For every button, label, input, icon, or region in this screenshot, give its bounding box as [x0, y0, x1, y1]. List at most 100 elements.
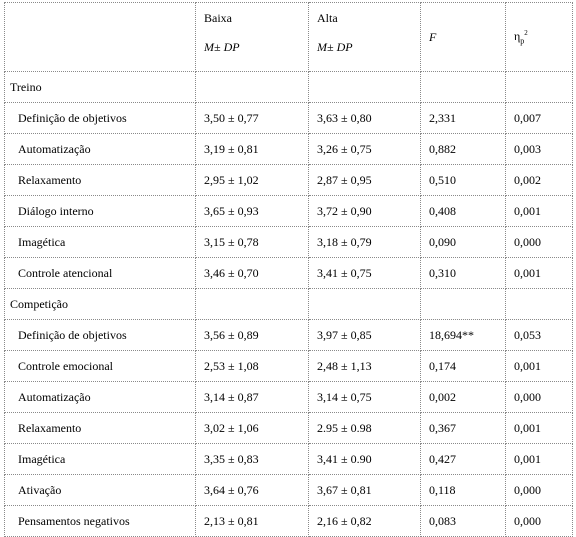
cell: 2.95 ± 0.98	[308, 412, 421, 444]
cell: 0,001	[505, 412, 573, 444]
cell: 0,001	[505, 195, 573, 227]
row-label: Definição de objetivos	[4, 102, 196, 134]
cell: 0,002	[505, 164, 573, 196]
data-row: Relaxamento 2,95 ± 1,02 2,87 ± 0,95 0,510 0,…	[4, 164, 573, 196]
header-sublabel: M± DP	[317, 40, 353, 54]
header-sublabel: M± DP	[204, 40, 240, 54]
cell: 3,18 ± 0,79	[308, 226, 421, 258]
cell: 0,001	[505, 350, 573, 382]
header-cell: Alta M± DP	[308, 2, 421, 72]
row-label: Relaxamento	[4, 164, 196, 196]
cell: 3,35 ± 0,83	[195, 443, 309, 475]
row-label: Imagética	[4, 226, 196, 258]
header-cell: ηp2	[505, 2, 573, 72]
row-label: Automatização	[4, 381, 196, 413]
row-label: Imagética	[4, 443, 196, 475]
cell: 3,46 ± 0,70	[195, 257, 309, 289]
cell: 0,053	[505, 319, 573, 351]
data-row: Diálogo interno 3,65 ± 0,93 3,72 ± 0,90 0,4…	[4, 195, 573, 227]
cell: 3,72 ± 0,90	[308, 195, 421, 227]
header-label: η	[514, 28, 521, 43]
header-cell: Baixa M± DP	[195, 2, 309, 72]
empty-cell	[505, 288, 573, 320]
header-cell: F	[420, 2, 506, 72]
cell: 2,95 ± 1,02	[195, 164, 309, 196]
cell: 0,007	[505, 102, 573, 134]
cell: 2,87 ± 0,95	[308, 164, 421, 196]
cell: 2,331	[420, 102, 506, 134]
cell: 3,14 ± 0,75	[308, 381, 421, 413]
empty-cell	[308, 71, 421, 103]
cell: 3,50 ± 0,77	[195, 102, 309, 134]
cell: 0,083	[420, 505, 506, 537]
section-title: Competição	[4, 288, 196, 320]
data-row: Pensamentos negativos 2,13 ± 0,81 2,16 ± 0…	[4, 505, 573, 537]
cell: 3,14 ± 0,87	[195, 381, 309, 413]
data-row: Relaxamento 3,02 ± 1,06 2.95 ± 0.98 0,367 0,…	[4, 412, 573, 444]
cell: 3,02 ± 1,06	[195, 412, 309, 444]
section-row: Treino	[4, 71, 573, 103]
empty-cell	[505, 71, 573, 103]
cell: 3,97 ± 0,85	[308, 319, 421, 351]
cell: 3,67 ± 0,81	[308, 474, 421, 506]
cell: 0,118	[420, 474, 506, 506]
cell: 0,000	[505, 505, 573, 537]
cell: 0,001	[505, 443, 573, 475]
header-sub: p	[520, 36, 525, 46]
cell: 2,53 ± 1,08	[195, 350, 309, 382]
row-label: Controle atencional	[4, 257, 196, 289]
row-label: Controle emocional	[4, 350, 196, 382]
data-row: Definição de objetivos 3,50 ± 0,77 3,63 ± …	[4, 102, 573, 134]
data-row: Imagética 3,15 ± 0,78 3,18 ± 0,79 0,090 0,00…	[4, 226, 573, 258]
header-label: F	[429, 29, 437, 44]
empty-cell	[308, 288, 421, 320]
cell: 2,13 ± 0,81	[195, 505, 309, 537]
cell: 18,694**	[420, 319, 506, 351]
row-label: Definição de objetivos	[4, 319, 196, 351]
cell: 0,002	[420, 381, 506, 413]
cell: 0,367	[420, 412, 506, 444]
cell: 0,510	[420, 164, 506, 196]
cell: 2,16 ± 0,82	[308, 505, 421, 537]
cell: 0,174	[420, 350, 506, 382]
cell: 3,64 ± 0,76	[195, 474, 309, 506]
data-row: Ativação 3,64 ± 0,76 3,67 ± 0,81 0,118 0,000	[4, 474, 573, 506]
empty-cell	[195, 288, 309, 320]
cell: 0,310	[420, 257, 506, 289]
results-table: Baixa M± DP Alta M± DP F ηp2 Treino Definiç…	[4, 2, 573, 537]
data-row: Automatização 3,14 ± 0,87 3,14 ± 0,75 0,002…	[4, 381, 573, 413]
cell: 3,26 ± 0,75	[308, 133, 421, 165]
header-row: Baixa M± DP Alta M± DP F ηp2	[4, 2, 573, 72]
cell: 0,427	[420, 443, 506, 475]
data-row: Automatização 3,19 ± 0,81 3,26 ± 0,75 0,882…	[4, 133, 573, 165]
empty-cell	[195, 71, 309, 103]
cell: 0,882	[420, 133, 506, 165]
cell: 3,19 ± 0,81	[195, 133, 309, 165]
empty-cell	[420, 288, 506, 320]
cell: 2,48 ± 1,13	[308, 350, 421, 382]
cell: 3,65 ± 0,93	[195, 195, 309, 227]
section-title: Treino	[4, 71, 196, 103]
row-label: Relaxamento	[4, 412, 196, 444]
cell: 3,63 ± 0,80	[308, 102, 421, 134]
cell: 3,41 ± 0,75	[308, 257, 421, 289]
empty-cell	[420, 71, 506, 103]
header-cell	[4, 2, 196, 72]
cell: 0,001	[505, 257, 573, 289]
cell: 3,41 ± 0.90	[308, 443, 421, 475]
table-body: Baixa M± DP Alta M± DP F ηp2 Treino Definiç…	[4, 2, 573, 537]
data-row: Definição de objetivos 3,56 ± 0,89 3,97 ± …	[4, 319, 573, 351]
cell: 0,000	[505, 474, 573, 506]
cell: 0,003	[505, 133, 573, 165]
row-label: Automatização	[4, 133, 196, 165]
header-label: Alta	[317, 11, 338, 25]
cell: 0,000	[505, 226, 573, 258]
data-row: Controle atencional 3,46 ± 0,70 3,41 ± 0,7…	[4, 257, 573, 289]
row-label: Diálogo interno	[4, 195, 196, 227]
section-row: Competição	[4, 288, 573, 320]
data-row: Controle emocional 2,53 ± 1,08 2,48 ± 1,13…	[4, 350, 573, 382]
header-label: Baixa	[204, 11, 232, 25]
row-label: Pensamentos negativos	[4, 505, 196, 537]
data-row: Imagética 3,35 ± 0,83 3,41 ± 0.90 0,427 0,00…	[4, 443, 573, 475]
